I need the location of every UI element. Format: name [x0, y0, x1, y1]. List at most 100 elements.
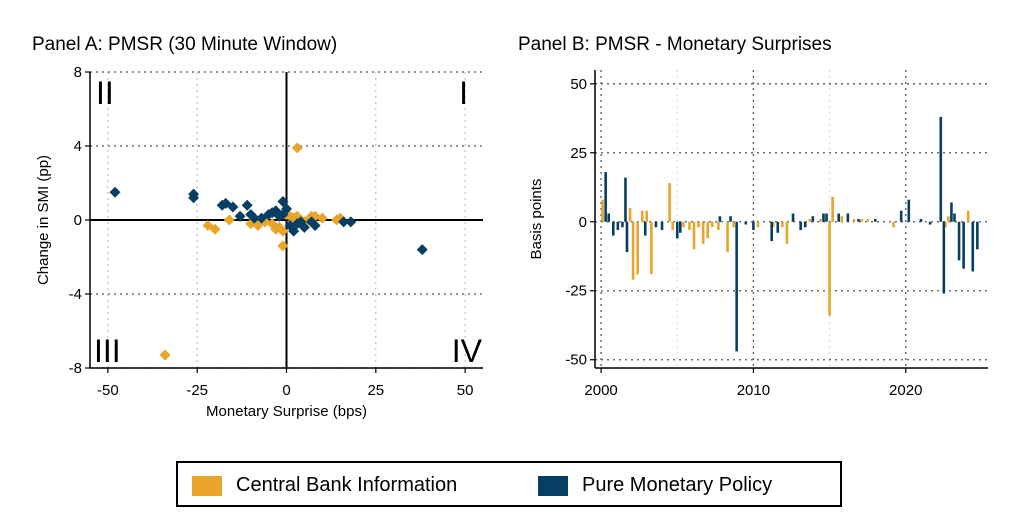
- bar-pmp: [675, 221, 679, 239]
- bar-pmp: [811, 216, 815, 222]
- bar-cbi: [808, 219, 812, 222]
- bar-cbi: [944, 221, 947, 228]
- bar-cbi: [860, 219, 863, 222]
- bar-cbi: [831, 196, 834, 222]
- quadrant-label-ii: II: [96, 75, 114, 111]
- bar-cbi: [771, 221, 775, 228]
- panel-b-y-tick-label: -50: [565, 352, 587, 369]
- scatter-point-pmp: [241, 199, 253, 211]
- bar-pmp: [873, 219, 877, 222]
- scatter-point-pmp: [416, 244, 428, 256]
- bar-pmp: [735, 221, 738, 352]
- legend-label-cbi: Central Bank Information: [236, 474, 458, 496]
- bar-pmp: [607, 213, 611, 222]
- panel-a-x-tick-label: -25: [186, 382, 208, 399]
- bar-cbi: [852, 219, 856, 222]
- bar-cbi: [636, 221, 639, 275]
- scatter-point-pmp: [248, 212, 260, 224]
- bar-pmp: [976, 221, 979, 250]
- bar-pmp: [718, 216, 722, 222]
- panel-b-x-tick-label: 2010: [737, 382, 770, 399]
- quadrant-label-iii: III: [94, 333, 121, 369]
- bar-pmp: [799, 221, 802, 231]
- panel-a-y-tick-label: -8: [69, 360, 82, 377]
- bar-cbi: [726, 221, 729, 253]
- bar-cbi: [682, 221, 685, 228]
- scatter-point-cbi: [277, 240, 289, 252]
- panel-a-x-tick-label: 25: [367, 382, 384, 399]
- scatter-point-cbi: [223, 214, 235, 226]
- bar-pmp: [825, 213, 828, 222]
- legend-item-pmp: Pure Monetary Policy: [538, 474, 772, 497]
- panel-a-y-tick-label: 4: [74, 138, 82, 155]
- panel-b-x-tick-label: 2000: [584, 382, 617, 399]
- bar-pmp: [643, 221, 647, 236]
- panel-b-y-tick-label: -25: [565, 283, 587, 300]
- bar-pmp: [962, 221, 965, 269]
- bar-pmp: [744, 221, 748, 225]
- panel-b-y-tick-label: 25: [570, 145, 587, 162]
- bar-cbi: [692, 221, 696, 250]
- bar-cbi: [697, 221, 700, 228]
- panel-a-x-tick-label: -50: [97, 382, 119, 399]
- bar-pmp: [770, 221, 773, 242]
- bar-pmp: [625, 221, 629, 253]
- bar-pmp: [776, 221, 780, 233]
- bar-cbi: [631, 221, 635, 280]
- bar-cbi: [840, 216, 844, 222]
- scatter-point-pmp: [309, 220, 321, 232]
- scatter-point-pmp: [216, 199, 228, 211]
- bar-pmp: [660, 221, 664, 231]
- bar-pmp: [611, 221, 615, 236]
- bar-cbi: [701, 221, 705, 244]
- bar-pmp: [679, 221, 682, 233]
- bar-cbi: [947, 216, 950, 222]
- bar-cbi: [640, 210, 644, 222]
- bar-pmp: [971, 221, 975, 272]
- panel-a-x-axis-label: Monetary Surprise (bps): [206, 403, 367, 420]
- scatter-point-pmp: [245, 208, 257, 220]
- scatter-point-pmp: [188, 192, 200, 204]
- scatter-point-pmp: [281, 203, 292, 215]
- legend-swatch-pmp: [538, 475, 568, 496]
- bar-pmp: [822, 213, 825, 222]
- bar-pmp: [928, 221, 932, 225]
- bar-cbi: [706, 221, 710, 239]
- panel-b-x-tick-label: 2020: [889, 382, 922, 399]
- bar-cbi: [966, 210, 970, 222]
- bar-cbi: [828, 221, 831, 316]
- bar-cbi: [650, 221, 653, 275]
- bar-cbi: [756, 221, 760, 228]
- bar-pmp: [846, 213, 850, 222]
- scatter-point-pmp: [295, 216, 307, 228]
- scatter-point-cbi: [291, 142, 303, 154]
- bar-cbi: [710, 221, 714, 228]
- legend: Central Bank Information Pure Monetary P…: [176, 461, 842, 507]
- bar-pmp: [803, 221, 807, 228]
- scatter-point-cbi: [277, 225, 289, 237]
- bar-pmp: [899, 210, 903, 222]
- bar-pmp: [942, 221, 946, 294]
- scatter-point-cbi: [316, 212, 328, 224]
- bar-cbi: [785, 221, 789, 244]
- panel-a-x-tick-label: 0: [282, 382, 290, 399]
- bar-cbi: [819, 219, 822, 222]
- bar-cbi: [866, 219, 869, 222]
- bar-pmp: [950, 202, 953, 222]
- panel-a-y-tick-label: -4: [69, 286, 82, 303]
- bar-pmp: [953, 213, 956, 222]
- bar-pmp: [604, 172, 607, 222]
- panel-b-y-tick-label: 0: [579, 214, 587, 231]
- panel-b-y-tick-label: 50: [570, 76, 587, 93]
- bar-cbi: [601, 199, 604, 222]
- bar-pmp: [939, 116, 943, 222]
- legend-item-cbi: Central Bank Information: [192, 474, 457, 497]
- quadrant-label-iv: IV: [452, 333, 483, 369]
- bar-pmp: [837, 213, 841, 222]
- bar-pmp: [857, 219, 860, 222]
- bar-pmp: [791, 213, 795, 222]
- scatter-point-cbi: [245, 218, 257, 230]
- scatter-point-pmp: [234, 210, 246, 222]
- scatter-point-cbi: [209, 223, 221, 235]
- panel-b-y-axis-label: Basis points: [528, 179, 545, 260]
